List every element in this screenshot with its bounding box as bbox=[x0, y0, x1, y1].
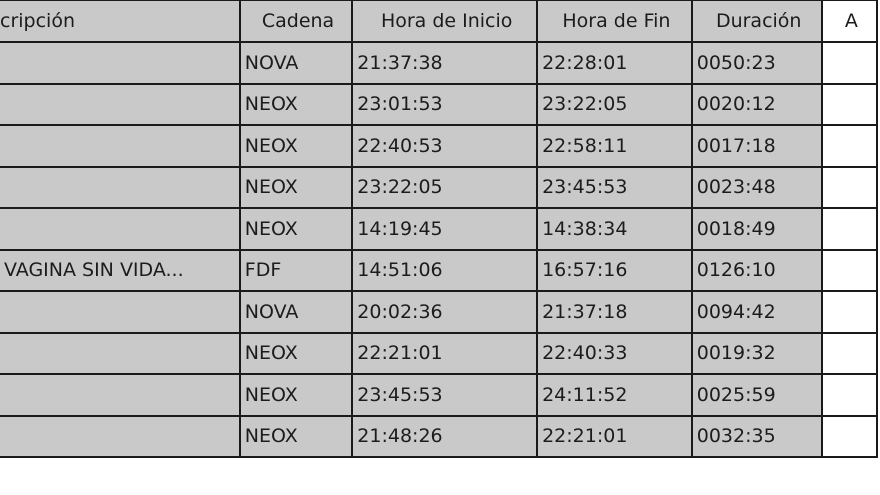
cell-descripcion[interactable]: VAGINA SIN VIDA... bbox=[0, 248, 241, 292]
cell-cadena[interactable]: NOVA bbox=[238, 290, 354, 334]
table-row: NEOX 14:19:45 14:38:34 0018:49 bbox=[0, 207, 879, 251]
cell-cadena[interactable]: NEOX bbox=[238, 373, 354, 417]
header-duracion[interactable]: Duración bbox=[690, 0, 823, 43]
table-row: NEOX 22:21:01 22:40:33 0019:32 bbox=[0, 331, 879, 375]
cell-duracion[interactable]: 0020:12 bbox=[690, 82, 823, 126]
cell-hora-fin[interactable]: 23:45:53 bbox=[536, 165, 693, 209]
cell-duracion[interactable]: 0025:59 bbox=[690, 373, 823, 417]
cell-next-column[interactable] bbox=[820, 124, 879, 168]
table-row: NOVA 21:37:38 22:28:01 0050:23 bbox=[0, 41, 879, 85]
cell-descripcion[interactable] bbox=[0, 331, 241, 375]
cell-hora-inicio[interactable]: 21:37:38 bbox=[351, 41, 539, 85]
cell-hora-fin[interactable]: 23:22:05 bbox=[536, 82, 693, 126]
cell-duracion[interactable]: 0018:49 bbox=[690, 207, 823, 251]
cell-hora-inicio[interactable]: 22:40:53 bbox=[351, 124, 539, 168]
cell-cadena[interactable]: NEOX bbox=[238, 414, 354, 458]
table-row: NEOX 22:40:53 22:58:11 0017:18 bbox=[0, 124, 879, 168]
cell-hora-inicio[interactable]: 23:45:53 bbox=[351, 373, 539, 417]
cell-descripcion[interactable] bbox=[0, 41, 241, 85]
cell-cadena[interactable]: NEOX bbox=[238, 207, 354, 251]
cell-hora-fin[interactable]: 16:57:16 bbox=[536, 248, 693, 292]
cell-descripcion[interactable] bbox=[0, 207, 241, 251]
cell-descripcion[interactable] bbox=[0, 414, 241, 458]
cell-next-column[interactable] bbox=[820, 290, 879, 334]
cell-hora-inicio[interactable]: 14:51:06 bbox=[351, 248, 539, 292]
table-row: NOVA 20:02:36 21:37:18 0094:42 bbox=[0, 290, 879, 334]
cell-descripcion[interactable] bbox=[0, 290, 241, 334]
header-cadena[interactable]: Cadena bbox=[238, 0, 354, 43]
cell-next-column[interactable] bbox=[820, 165, 879, 209]
cell-descripcion[interactable] bbox=[0, 124, 241, 168]
header-descripcion[interactable]: cripción bbox=[0, 0, 241, 43]
cell-cadena[interactable]: NOVA bbox=[238, 41, 354, 85]
cell-next-column[interactable] bbox=[820, 414, 879, 458]
cell-cadena[interactable]: FDF bbox=[238, 248, 354, 292]
cell-descripcion[interactable] bbox=[0, 165, 241, 209]
cell-cadena[interactable]: NEOX bbox=[238, 124, 354, 168]
cell-hora-inicio[interactable]: 21:48:26 bbox=[351, 414, 539, 458]
header-next-column[interactable]: A bbox=[820, 0, 879, 43]
cell-duracion[interactable]: 0094:42 bbox=[690, 290, 823, 334]
cell-cadena[interactable]: NEOX bbox=[238, 82, 354, 126]
table-row: NEOX 23:01:53 23:22:05 0020:12 bbox=[0, 82, 879, 126]
table-row: NEOX 23:45:53 24:11:52 0025:59 bbox=[0, 373, 879, 417]
cell-hora-inicio[interactable]: 14:19:45 bbox=[351, 207, 539, 251]
cell-cadena[interactable]: NEOX bbox=[238, 331, 354, 375]
cell-duracion[interactable]: 0023:48 bbox=[690, 165, 823, 209]
cell-hora-inicio[interactable]: 20:02:36 bbox=[351, 290, 539, 334]
cell-hora-fin[interactable]: 14:38:34 bbox=[536, 207, 693, 251]
cell-next-column[interactable] bbox=[820, 41, 879, 85]
cell-hora-inicio[interactable]: 23:01:53 bbox=[351, 82, 539, 126]
header-row: cripción Cadena Hora de Inicio Hora de F… bbox=[0, 0, 879, 43]
cell-hora-fin[interactable]: 22:40:33 bbox=[536, 331, 693, 375]
schedule-table: cripción Cadena Hora de Inicio Hora de F… bbox=[0, 0, 879, 458]
cell-next-column[interactable] bbox=[820, 248, 879, 292]
cell-hora-fin[interactable]: 22:21:01 bbox=[536, 414, 693, 458]
cell-hora-fin[interactable]: 22:58:11 bbox=[536, 124, 693, 168]
cell-next-column[interactable] bbox=[820, 207, 879, 251]
cell-hora-fin[interactable]: 24:11:52 bbox=[536, 373, 693, 417]
cell-hora-fin[interactable]: 21:37:18 bbox=[536, 290, 693, 334]
cell-duracion[interactable]: 0126:10 bbox=[690, 248, 823, 292]
header-hora-fin[interactable]: Hora de Fin bbox=[536, 0, 693, 43]
table-row: NEOX 23:22:05 23:45:53 0023:48 bbox=[0, 165, 879, 209]
cell-cadena[interactable]: NEOX bbox=[238, 165, 354, 209]
table-row: VAGINA SIN VIDA... FDF 14:51:06 16:57:16 012… bbox=[0, 248, 879, 292]
header-hora-inicio[interactable]: Hora de Inicio bbox=[351, 0, 539, 43]
cell-hora-inicio[interactable]: 23:22:05 bbox=[351, 165, 539, 209]
cell-hora-fin[interactable]: 22:28:01 bbox=[536, 41, 693, 85]
cell-descripcion[interactable] bbox=[0, 373, 241, 417]
cell-hora-inicio[interactable]: 22:21:01 bbox=[351, 331, 539, 375]
cell-duracion[interactable]: 0017:18 bbox=[690, 124, 823, 168]
cell-next-column[interactable] bbox=[820, 82, 879, 126]
cell-next-column[interactable] bbox=[820, 373, 879, 417]
cell-duracion[interactable]: 0032:35 bbox=[690, 414, 823, 458]
cell-next-column[interactable] bbox=[820, 331, 879, 375]
cell-descripcion[interactable] bbox=[0, 82, 241, 126]
table-row: NEOX 21:48:26 22:21:01 0032:35 bbox=[0, 414, 879, 458]
cell-duracion[interactable]: 0050:23 bbox=[690, 41, 823, 85]
cell-duracion[interactable]: 0019:32 bbox=[690, 331, 823, 375]
